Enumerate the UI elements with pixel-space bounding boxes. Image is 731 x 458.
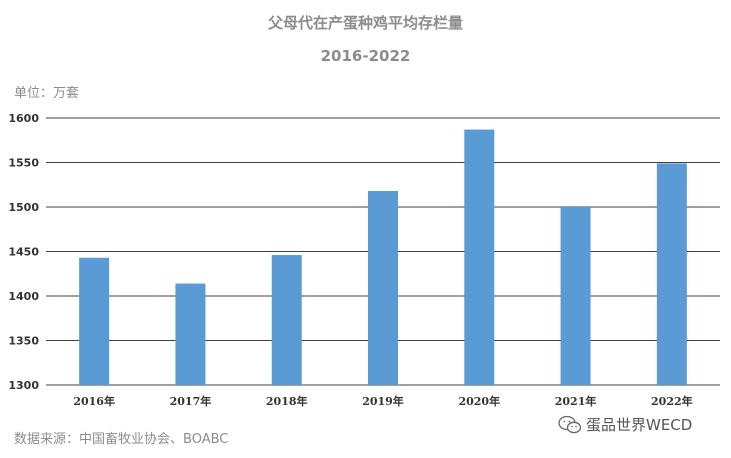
y-tick-label-1550: 1550 bbox=[8, 157, 39, 170]
y-tick-label-1450: 1450 bbox=[8, 246, 39, 259]
bar-1 bbox=[175, 283, 206, 385]
y-tick-label-1350: 1350 bbox=[8, 335, 39, 348]
x-tick-label-5: 2021年 bbox=[555, 394, 597, 408]
chart-subtitle: 2016-2022 bbox=[320, 47, 411, 65]
x-tick-label-2: 2018年 bbox=[266, 394, 308, 408]
bar-6 bbox=[656, 163, 687, 385]
x-tick-label-6: 2022年 bbox=[651, 394, 693, 408]
watermark-text: 蛋品世界WECD bbox=[586, 416, 693, 434]
bar-4 bbox=[464, 129, 495, 385]
x-tick-label-4: 2020年 bbox=[458, 394, 500, 408]
x-tick-label-3: 2019年 bbox=[362, 394, 404, 408]
unit-label: 单位：万套 bbox=[14, 86, 80, 101]
watermark: 蛋品世界WECD bbox=[558, 414, 692, 435]
bar-3 bbox=[368, 190, 398, 385]
y-tick-label-1500: 1500 bbox=[8, 201, 39, 214]
y-tick-label-1400: 1400 bbox=[8, 290, 39, 303]
x-tick-label-0: 2016年 bbox=[73, 394, 115, 408]
y-tick-label-1300: 1300 bbox=[8, 379, 39, 392]
y-tick-label-1600: 1600 bbox=[8, 112, 39, 125]
x-tick-label-1: 2017年 bbox=[170, 394, 212, 408]
chart-title: 父母代在产蛋种鸡平均存栏量 bbox=[267, 14, 463, 32]
bar-0 bbox=[79, 257, 110, 385]
bar-2 bbox=[271, 255, 302, 385]
wechat-icon bbox=[558, 415, 582, 433]
source-note: 数据来源：中国畜牧业协会、BOABC bbox=[14, 432, 229, 447]
bar-5 bbox=[560, 207, 591, 385]
